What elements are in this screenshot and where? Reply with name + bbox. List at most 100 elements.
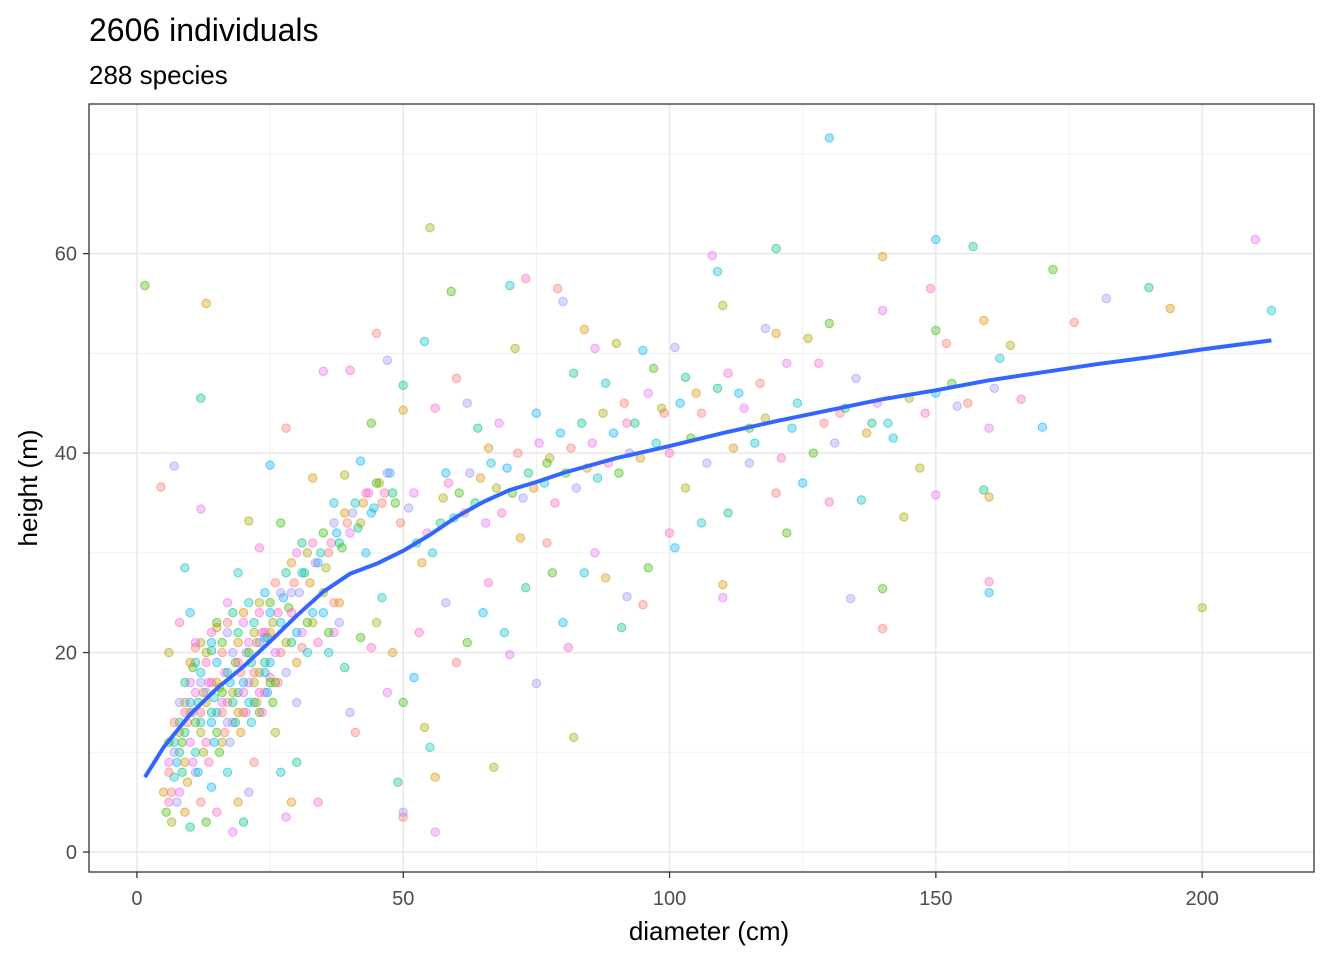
data-point: [276, 647, 286, 658]
data-point: [265, 627, 275, 638]
data-point: [782, 358, 792, 368]
data-point: [222, 697, 233, 708]
data-point: [718, 300, 728, 311]
data-point: [361, 488, 371, 498]
data-point: [308, 473, 318, 483]
data-point: [771, 243, 781, 254]
data-point: [680, 483, 691, 493]
data-point: [345, 365, 355, 375]
data-point: [547, 568, 558, 578]
data-point: [196, 727, 206, 738]
data-point: [489, 762, 499, 772]
data-point: [249, 617, 259, 628]
data-point: [819, 418, 829, 428]
data-point: [398, 807, 408, 817]
data-point: [196, 637, 206, 648]
data-point: [249, 667, 259, 678]
data-point: [398, 697, 408, 708]
data-point: [244, 787, 254, 797]
data-point: [481, 518, 491, 528]
y-tick-label: 40: [55, 443, 77, 465]
data-point: [212, 617, 222, 628]
data-point: [254, 608, 265, 618]
data-point: [324, 627, 334, 638]
data-point: [750, 438, 760, 448]
data-point: [222, 598, 233, 608]
data-point: [941, 338, 952, 349]
data-point: [217, 647, 227, 658]
data-point: [201, 647, 211, 658]
data-point: [260, 667, 270, 678]
data-point: [334, 617, 344, 628]
data-point: [337, 543, 347, 553]
data-points: [140, 133, 1277, 837]
data-point: [491, 483, 502, 493]
data-point: [233, 657, 243, 668]
data-point: [308, 538, 318, 548]
data-point: [180, 563, 190, 573]
data-point: [212, 727, 222, 738]
data-point: [845, 594, 856, 604]
data-point: [600, 573, 611, 583]
chart-title: 2606 individuals: [89, 12, 319, 48]
data-point: [172, 797, 182, 807]
data-point: [262, 687, 273, 698]
data-point: [228, 827, 238, 837]
data-point: [592, 473, 603, 483]
data-point: [569, 732, 579, 743]
y-tick-label: 20: [55, 643, 77, 665]
data-point: [169, 461, 179, 471]
data-point: [616, 622, 627, 633]
data-point: [310, 558, 321, 568]
data-point: [350, 727, 360, 738]
data-point: [899, 512, 909, 522]
data-point: [760, 323, 771, 334]
data-point: [278, 593, 289, 603]
data-point: [382, 687, 392, 698]
data-point: [486, 458, 496, 468]
data-point: [465, 468, 475, 478]
data-point: [824, 133, 834, 143]
data-point: [244, 647, 254, 658]
data-point: [164, 647, 174, 658]
data-point: [254, 543, 265, 553]
data-point: [292, 548, 302, 558]
data-point: [244, 677, 254, 688]
data-point: [201, 737, 211, 747]
data-point: [1165, 303, 1175, 314]
data-point: [198, 747, 209, 757]
data-point: [318, 608, 328, 618]
x-axis-title: diameter (cm): [629, 916, 789, 946]
data-point: [366, 508, 376, 518]
data-point: [382, 468, 392, 478]
data-point: [220, 667, 230, 678]
data-point: [462, 637, 472, 648]
data-point: [190, 687, 201, 698]
data-point: [217, 707, 227, 718]
data-point: [220, 727, 230, 738]
data-point: [233, 568, 243, 578]
data-point: [590, 548, 600, 558]
data-point: [265, 657, 275, 668]
data-point: [230, 657, 241, 668]
data-point: [462, 398, 472, 408]
data-point: [427, 548, 438, 558]
data-point: [308, 608, 318, 618]
data-point: [664, 528, 675, 538]
data-point: [494, 418, 504, 428]
data-point: [643, 563, 653, 573]
data-point: [390, 498, 400, 508]
data-point: [419, 722, 430, 733]
data-point: [196, 667, 206, 678]
data-point: [217, 637, 227, 648]
data-point: [755, 378, 765, 388]
data-point: [140, 280, 150, 291]
data-point: [545, 453, 555, 463]
smooth-trend-line: [143, 338, 1272, 779]
data-point: [600, 378, 611, 388]
data-point: [409, 488, 419, 498]
data-point: [270, 727, 281, 738]
data-point: [313, 797, 323, 807]
data-point: [915, 463, 925, 473]
data-point: [867, 418, 877, 428]
